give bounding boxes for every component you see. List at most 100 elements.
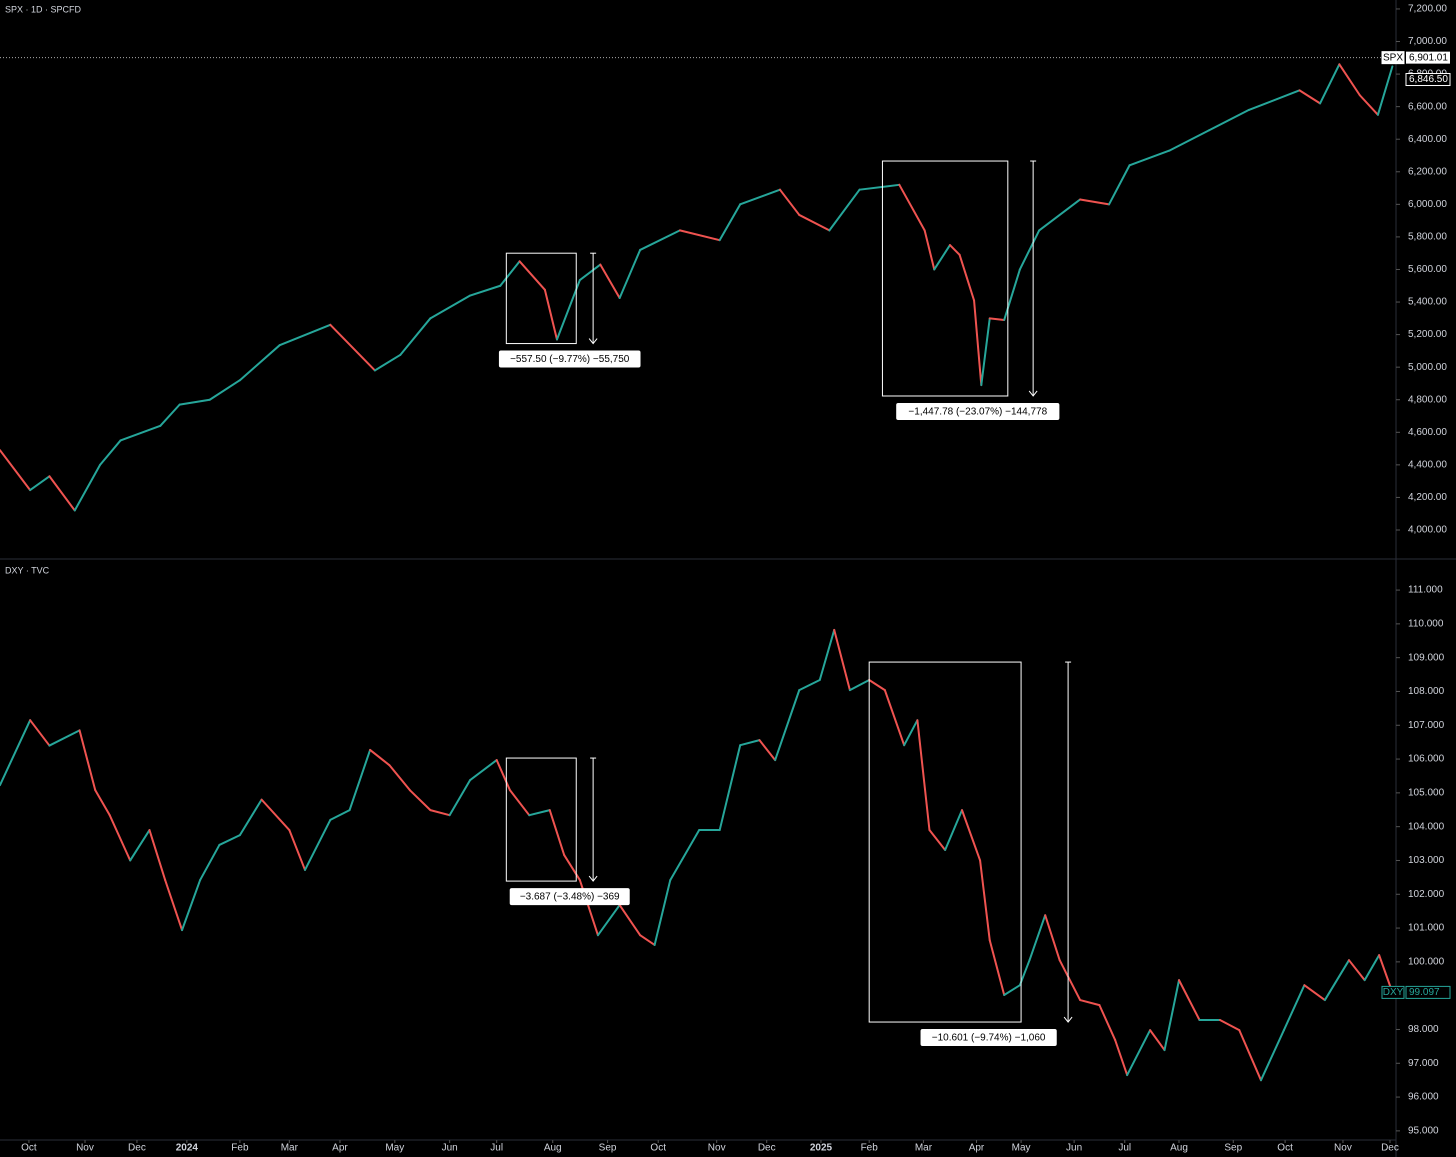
price-segment xyxy=(178,398,211,406)
y-tick-label: 104.000 xyxy=(1408,821,1445,832)
price-segment xyxy=(798,213,831,232)
price-segment xyxy=(303,818,332,871)
price-segment xyxy=(29,719,51,747)
price-segment xyxy=(1114,1038,1129,1077)
price-segment xyxy=(883,689,906,747)
price-segment xyxy=(399,317,432,356)
last-price-badge xyxy=(1405,985,1451,999)
price-segment xyxy=(260,798,291,832)
price-segment xyxy=(1218,1019,1241,1032)
price-segment xyxy=(718,744,742,832)
last-price-label: 99.097 xyxy=(1409,987,1440,998)
y-tick-label: 4,000.00 xyxy=(1408,525,1447,536)
price-segment xyxy=(119,424,162,442)
y-tick-label: 95.000 xyxy=(1408,1126,1439,1137)
y-tick-label: 103.000 xyxy=(1408,855,1445,866)
last-price-badge xyxy=(1405,73,1451,87)
price-segment xyxy=(563,854,581,882)
x-tick-label: 2024 xyxy=(176,1143,199,1154)
price-segment xyxy=(1128,149,1171,167)
y-tick-label: 109.000 xyxy=(1408,652,1445,663)
price-segment xyxy=(973,299,983,387)
measure-arrow xyxy=(588,338,598,345)
price-segment xyxy=(1003,268,1021,321)
price-segment xyxy=(1168,129,1211,152)
x-tick-label: Feb xyxy=(231,1143,249,1154)
price-segment xyxy=(599,263,621,299)
price-segment xyxy=(1238,1029,1262,1082)
symbol-label: SPX xyxy=(1383,52,1403,63)
y-tick-label: 97.000 xyxy=(1408,1058,1439,1069)
price-segment xyxy=(0,719,32,787)
x-tick-label: Nov xyxy=(76,1143,94,1154)
price-segment xyxy=(653,879,672,946)
x-tick-label: May xyxy=(1012,1143,1031,1154)
price-segment xyxy=(1079,999,1101,1007)
range-box xyxy=(505,757,577,882)
range-box xyxy=(881,160,1009,397)
y-tick-label: 6,200.00 xyxy=(1408,166,1447,177)
price-segment xyxy=(1208,108,1250,132)
price-segment xyxy=(1247,89,1301,111)
price-segment xyxy=(429,809,451,817)
price-segment xyxy=(94,789,111,817)
measure-label: −10.601 (−9.74%) −1,060 xyxy=(932,1033,1046,1044)
y-tick-label: 6,400.00 xyxy=(1408,134,1447,145)
price-segment xyxy=(1347,959,1366,982)
price-segment xyxy=(199,843,221,882)
price-segment xyxy=(1028,914,1047,962)
price-segment xyxy=(408,789,432,812)
price-segment xyxy=(238,344,281,382)
x-tick-label: Mar xyxy=(915,1143,933,1154)
price-segment xyxy=(181,879,202,932)
price-segment xyxy=(108,814,132,862)
price-segment xyxy=(1044,914,1061,962)
price-segment xyxy=(208,379,241,401)
price-segment xyxy=(548,809,566,857)
y-tick-label: 96.000 xyxy=(1408,1092,1439,1103)
price-segment xyxy=(828,188,861,232)
y-tick-label: 5,200.00 xyxy=(1408,329,1447,340)
price-segment xyxy=(528,809,551,817)
pane-title: DXY · TVC xyxy=(5,565,50,575)
y-tick-label: 111.000 xyxy=(1408,585,1443,596)
price-segment xyxy=(1323,959,1350,1002)
price-segment xyxy=(1298,89,1322,105)
measure-label: −3.687 (−3.48%) −369 xyxy=(520,892,620,903)
price-segment xyxy=(1018,229,1041,271)
price-segment xyxy=(718,203,742,242)
y-tick-label: 6,600.00 xyxy=(1408,101,1447,112)
price-segment xyxy=(848,678,871,692)
price-segment xyxy=(278,323,332,347)
price-segment xyxy=(78,729,97,792)
price-segment xyxy=(961,809,982,862)
price-segment xyxy=(99,439,122,466)
measure-label-box xyxy=(896,402,1060,420)
price-segment xyxy=(980,317,991,387)
price-segment xyxy=(499,260,521,287)
price-segment xyxy=(1376,65,1394,116)
measure-label-box xyxy=(509,888,630,906)
y-tick-label: 4,200.00 xyxy=(1408,492,1447,503)
y-tick-label: 4,800.00 xyxy=(1408,394,1447,405)
price-segment xyxy=(348,748,372,812)
price-segment xyxy=(1163,979,1181,1052)
x-tick-label: Sep xyxy=(1224,1143,1242,1154)
price-segment xyxy=(1003,984,1021,996)
measure-label: −557.50 (−9.77%) −55,750 xyxy=(510,354,630,365)
price-segment xyxy=(739,188,781,206)
price-segment xyxy=(159,403,181,427)
y-tick-label: 105.000 xyxy=(1408,788,1445,799)
measure-label-box xyxy=(920,1029,1057,1047)
price-segment xyxy=(798,678,821,692)
y-tick-label: 6,000.00 xyxy=(1408,199,1447,210)
price-segment xyxy=(1098,1004,1117,1041)
y-tick-label: 98.000 xyxy=(1408,1024,1439,1035)
x-tick-label: Oct xyxy=(650,1143,666,1154)
last-price-label: 6,846.50 xyxy=(1409,74,1448,85)
y-tick-label: 106.000 xyxy=(1408,754,1445,765)
price-segment xyxy=(518,260,546,291)
y-tick-label: 5,400.00 xyxy=(1408,297,1447,308)
